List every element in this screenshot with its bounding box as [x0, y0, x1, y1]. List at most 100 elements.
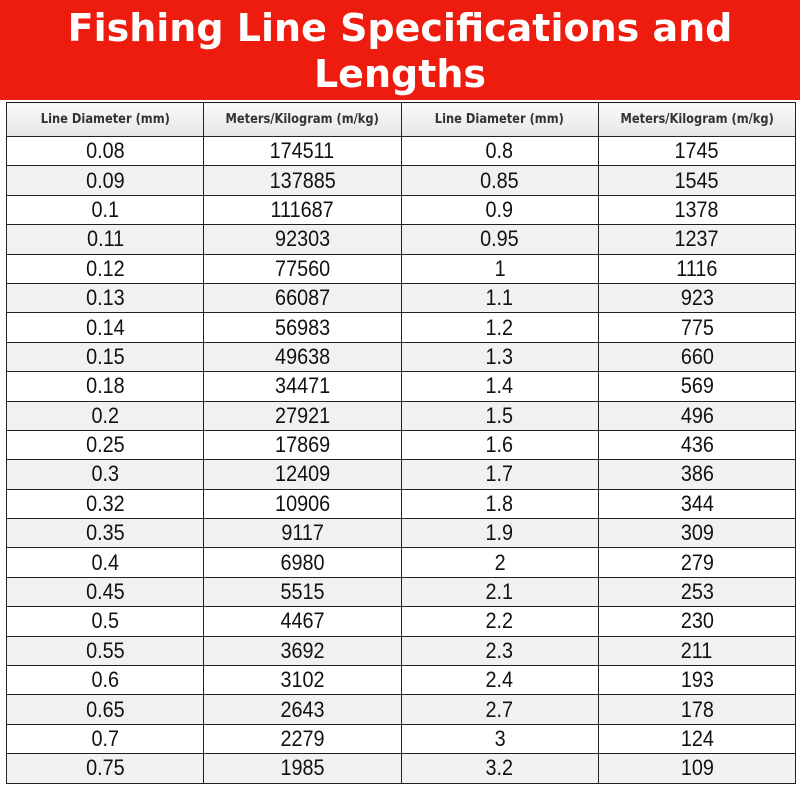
meters-per-kg-cell: 923 — [597, 282, 797, 314]
table-row: 0.09 137885 0.85 1545 — [5, 165, 797, 196]
diameter-cell: 0.08 — [5, 135, 205, 167]
diameter-cell: 0.35 — [5, 518, 205, 549]
meters-per-kg-cell: 12409 — [203, 459, 402, 490]
diameter-cell: 1.5 — [400, 400, 599, 431]
meters-per-kg-cell: 4467 — [203, 606, 402, 637]
diameter-cell: 0.2 — [5, 400, 205, 431]
meters-per-kg-cell: 34471 — [203, 371, 402, 402]
meters-per-kg-cell: 10906 — [203, 488, 402, 520]
diameter-cell: 0.85 — [400, 165, 599, 196]
diameter-cell: 1.4 — [400, 371, 599, 402]
diameter-cell: 0.12 — [5, 253, 205, 284]
diameter-cell: 0.15 — [5, 341, 205, 373]
meters-per-kg-cell: 27921 — [203, 400, 402, 431]
diameter-cell: 1.7 — [400, 459, 599, 490]
header-row: Line Diameter (mm) Meters/Kilogram (m/kg… — [5, 102, 797, 137]
table-row: 0.65 2643 2.7 178 — [5, 694, 797, 725]
table-row: 0.6 3102 2.4 193 — [5, 665, 797, 696]
title-banner: Fishing Line Specifications and Lengths — [0, 0, 800, 100]
diameter-cell: 0.8 — [400, 135, 599, 167]
meters-per-kg-cell: 230 — [597, 606, 797, 637]
meters-per-kg-cell: 496 — [597, 400, 797, 431]
page-title: Fishing Line Specifications and Lengths — [67, 6, 733, 96]
diameter-cell: 0.14 — [5, 312, 205, 343]
diameter-cell: 0.18 — [5, 371, 205, 402]
meters-per-kg-cell: 3692 — [203, 635, 402, 667]
table-row: 0.7 2279 3 124 — [5, 723, 797, 755]
table-row: 0.3 12409 1.7 386 — [5, 459, 797, 490]
table-row: 0.13 66087 1.1 923 — [5, 282, 797, 314]
meters-per-kg-cell: 9117 — [203, 518, 402, 549]
diameter-cell: 0.55 — [5, 635, 205, 667]
diameter-cell: 1.2 — [400, 312, 599, 343]
meters-per-kg-cell: 1745 — [597, 135, 797, 167]
meters-per-kg-cell: 56983 — [203, 312, 402, 343]
meters-per-kg-cell: 775 — [597, 312, 797, 343]
table-row: 0.14 56983 1.2 775 — [5, 312, 797, 343]
diameter-cell: 2.1 — [400, 576, 599, 608]
diameter-cell: 0.4 — [5, 547, 205, 578]
table-row: 0.35 9117 1.9 309 — [5, 518, 797, 549]
table-row: 0.12 77560 1 1116 — [5, 253, 797, 284]
table-row: 0.45 5515 2.1 253 — [5, 576, 797, 608]
diameter-cell: 0.6 — [5, 665, 205, 696]
table-row: 0.18 34471 1.4 569 — [5, 371, 797, 402]
table-row: 0.32 10906 1.8 344 — [5, 488, 797, 520]
diameter-cell: 0.9 — [400, 194, 599, 226]
diameter-cell: 1 — [400, 253, 599, 284]
meters-per-kg-cell: 279 — [597, 547, 797, 578]
meters-per-kg-cell: 137885 — [203, 165, 402, 196]
table-row: 0.15 49638 1.3 660 — [5, 341, 797, 373]
diameter-cell: 1.3 — [400, 341, 599, 373]
table-row: 0.4 6980 2 279 — [5, 547, 797, 578]
diameter-cell: 0.25 — [5, 429, 205, 461]
meters-per-kg-cell: 1237 — [597, 224, 797, 255]
meters-per-kg-cell: 309 — [597, 518, 797, 549]
meters-per-kg-cell: 386 — [597, 459, 797, 490]
meters-per-kg-cell: 3102 — [203, 665, 402, 696]
meters-per-kg-cell: 2279 — [203, 723, 402, 755]
meters-per-kg-cell: 344 — [597, 488, 797, 520]
diameter-cell: 0.13 — [5, 282, 205, 314]
table-row: 0.25 17869 1.6 436 — [5, 429, 797, 461]
diameter-cell: 0.32 — [5, 488, 205, 520]
meters-per-kg-cell: 6980 — [203, 547, 402, 578]
diameter-cell: 0.11 — [5, 224, 205, 255]
diameter-cell: 0.7 — [5, 723, 205, 755]
table-row: 0.2 27921 1.5 496 — [5, 400, 797, 431]
diameter-cell: 1.9 — [400, 518, 599, 549]
meters-per-kg-cell: 77560 — [203, 253, 402, 284]
spec-table: Line Diameter (mm) Meters/Kilogram (m/kg… — [5, 102, 797, 784]
table-row: 0.08 174511 0.8 1745 — [5, 135, 797, 167]
diameter-cell: 0.1 — [5, 194, 205, 226]
meters-per-kg-cell: 1985 — [203, 753, 402, 784]
diameter-cell: 0.65 — [5, 694, 205, 725]
meters-per-kg-cell: 1545 — [597, 165, 797, 196]
diameter-cell: 0.95 — [400, 224, 599, 255]
meters-per-kg-cell: 17869 — [203, 429, 402, 461]
meters-per-kg-cell: 193 — [597, 665, 797, 696]
diameter-cell: 0.75 — [5, 753, 205, 784]
diameter-cell: 0.09 — [5, 165, 205, 196]
meters-per-kg-cell: 49638 — [203, 341, 402, 373]
header-meters-per-kg-1: Meters/Kilogram (m/kg) — [203, 102, 402, 137]
meters-per-kg-cell: 2643 — [203, 694, 402, 725]
table-row: 0.11 92303 0.95 1237 — [5, 224, 797, 255]
meters-per-kg-cell: 253 — [597, 576, 797, 608]
diameter-cell: 3.2 — [400, 753, 599, 784]
table-row: 0.1 111687 0.9 1378 — [5, 194, 797, 226]
diameter-cell: 2.2 — [400, 606, 599, 637]
meters-per-kg-cell: 111687 — [203, 194, 402, 226]
diameter-cell: 2.4 — [400, 665, 599, 696]
diameter-cell: 1.8 — [400, 488, 599, 520]
diameter-cell: 0.45 — [5, 576, 205, 608]
table-row: 0.5 4467 2.2 230 — [5, 606, 797, 637]
diameter-cell: 0.3 — [5, 459, 205, 490]
diameter-cell: 2 — [400, 547, 599, 578]
meters-per-kg-cell: 436 — [597, 429, 797, 461]
header-diameter-2: Line Diameter (mm) — [400, 102, 599, 137]
meters-per-kg-cell: 109 — [597, 753, 797, 784]
meters-per-kg-cell: 660 — [597, 341, 797, 373]
meters-per-kg-cell: 124 — [597, 723, 797, 755]
table-row: 0.55 3692 2.3 211 — [5, 635, 797, 667]
